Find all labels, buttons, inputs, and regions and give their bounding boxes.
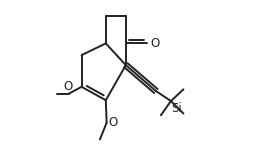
- Text: O: O: [150, 37, 160, 50]
- Text: O: O: [109, 116, 118, 129]
- Text: O: O: [64, 80, 73, 93]
- Text: Si: Si: [172, 102, 183, 115]
